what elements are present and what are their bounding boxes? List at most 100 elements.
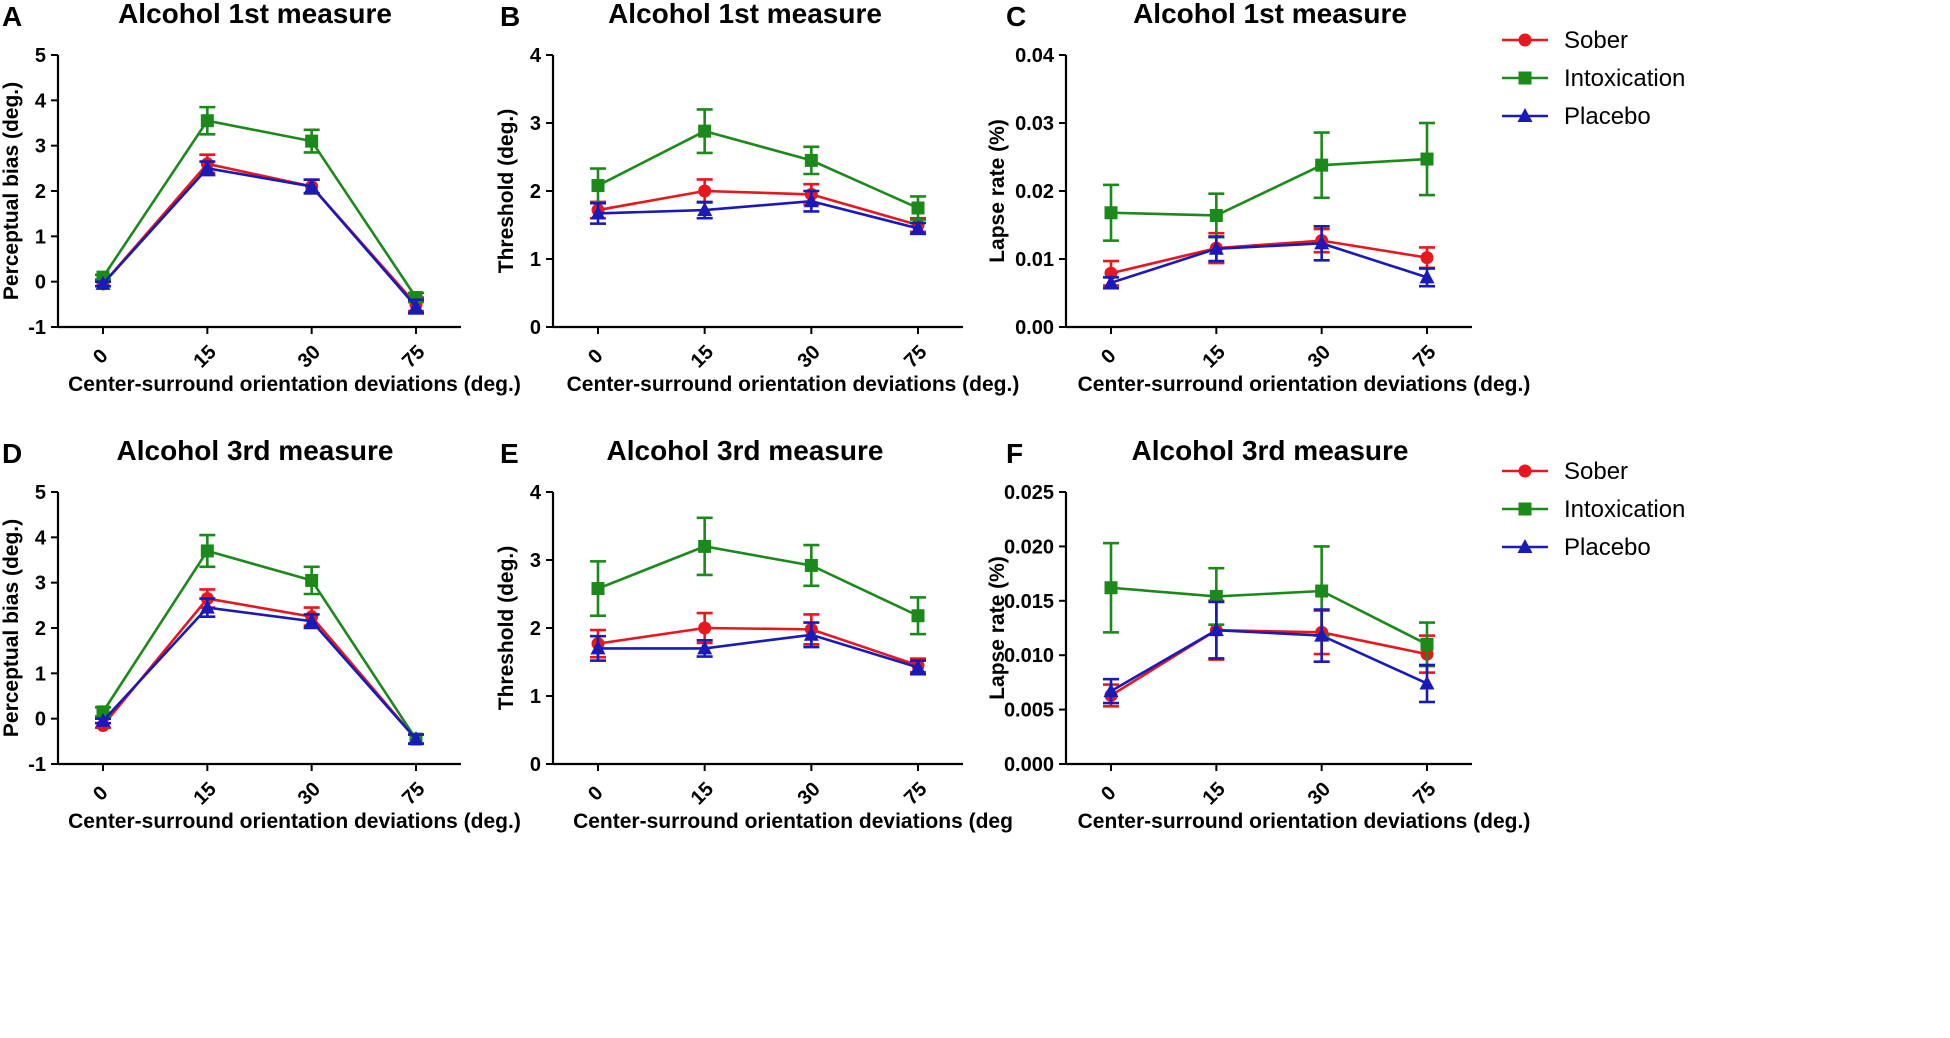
panel-d-series-intoxication-point bbox=[200, 544, 214, 558]
legend-label: Placebo bbox=[1564, 103, 1651, 130]
panel-c-ytick-label: 0.00 bbox=[1015, 317, 1054, 339]
panel-e-series-intoxication-point bbox=[804, 558, 818, 572]
panel-a-xtick-label: 75 bbox=[398, 341, 429, 372]
panel-c-series-intoxication-point bbox=[1104, 206, 1118, 220]
panel-d-series-intoxication-line bbox=[101, 549, 418, 740]
panel-c-series-intoxication bbox=[1103, 121, 1435, 242]
panel-a-title: Alcohol 1st measure bbox=[118, 0, 392, 29]
panel-b-series-placebo-point bbox=[697, 202, 713, 217]
panel-b-series-intoxication-point bbox=[698, 124, 712, 138]
panel-d-ytick-label: 3 bbox=[35, 573, 46, 595]
panel-d-xtick-label: 30 bbox=[294, 778, 325, 809]
panel-a-ylabel: Perceptual bias (deg.) bbox=[0, 82, 23, 300]
panel-c-series-placebo-point bbox=[1419, 269, 1435, 284]
panel-b-series-placebo-point bbox=[590, 205, 606, 220]
panel-b-series-intoxication-line bbox=[597, 129, 919, 210]
panel-c-series-placebo-point bbox=[1208, 240, 1224, 255]
panel-e-series-intoxication-line bbox=[597, 545, 919, 617]
legend-item-sober: Sober bbox=[1502, 458, 1628, 485]
panel-f-letter: F bbox=[1006, 438, 1023, 469]
panel-c-ytick-label: 0.03 bbox=[1015, 113, 1054, 135]
panel-d-series-placebo-point bbox=[199, 599, 215, 614]
legend-label: Sober bbox=[1564, 27, 1628, 54]
panel-e-series-placebo-point bbox=[697, 640, 713, 655]
panel-a-ytick-label: 5 bbox=[35, 45, 46, 67]
panel-b-xlabel: Center-surround orientation deviations (… bbox=[567, 373, 1020, 396]
panel-c-series-intoxication-line bbox=[1110, 157, 1428, 217]
panel-d-series-sober-line bbox=[101, 597, 417, 740]
panel-c-series-intoxication-point bbox=[1420, 152, 1434, 166]
panel-e-title: Alcohol 3rd measure bbox=[607, 435, 884, 466]
panel-f-ytick-label: 0.025 bbox=[1004, 482, 1054, 504]
panel-e-xtick-label: 15 bbox=[687, 778, 718, 809]
panel-e-series-placebo-line bbox=[598, 633, 919, 669]
panel-e-ytick-label: 2 bbox=[530, 618, 541, 640]
panel-a-series-placebo-line bbox=[102, 166, 417, 308]
panel-b-series-intoxication-point bbox=[911, 201, 925, 215]
panel-d-ylabel: Perceptual bias (deg.) bbox=[0, 519, 23, 737]
panel-c-series-sober bbox=[1103, 227, 1435, 287]
panel-d: D Alcohol 3rd measure -1 0 1 2 3 4 5 0 15 30 75Cente… bbox=[0, 435, 521, 833]
panel-f-ytick-label: 0.000 bbox=[1004, 754, 1054, 776]
panel-b-ytick-label: 1 bbox=[530, 249, 541, 271]
panel-a-series-placebo-point bbox=[199, 160, 215, 175]
panel-c-xlabel: Center-surround orientation deviations (… bbox=[1078, 373, 1531, 396]
panel-c-letter: C bbox=[1006, 1, 1026, 32]
panel-e-series-placebo-point bbox=[910, 659, 926, 674]
panel-e-series-sober-point bbox=[698, 621, 712, 635]
legend-swatch-marker bbox=[1518, 464, 1532, 478]
panel-f-series-sober-line bbox=[1110, 628, 1428, 697]
panel-e-xtick-label: 0 bbox=[584, 782, 607, 805]
panel-b-title: Alcohol 1st measure bbox=[608, 0, 882, 29]
panel-d-series-placebo-point bbox=[95, 712, 111, 727]
panel-a-ytick-label: 1 bbox=[35, 226, 46, 248]
panel-c-xtick-label: 0 bbox=[1097, 345, 1120, 368]
panel-d-ytick-label: 1 bbox=[35, 663, 46, 685]
panel-e-series-placebo-point bbox=[590, 640, 606, 655]
panel-f-series-intoxication-point bbox=[1420, 637, 1434, 651]
panel-f-xlabel: Center-surround orientation deviations (… bbox=[1078, 810, 1531, 833]
panel-d-series-placebo-line bbox=[102, 606, 417, 740]
panel-f-series-placebo-line bbox=[1110, 628, 1428, 693]
panel-c-series-placebo bbox=[1103, 225, 1435, 290]
panel-f-series-intoxication-point bbox=[1315, 584, 1329, 598]
panel-d-ytick-label: 2 bbox=[35, 618, 46, 640]
panel-d-series-intoxication bbox=[95, 533, 424, 746]
panel-d-series-placebo-point bbox=[304, 613, 320, 628]
panel-c-ytick-label: 0.04 bbox=[1015, 45, 1055, 67]
panel-d-series-placebo bbox=[95, 597, 424, 746]
panel-f-series-placebo-point bbox=[1103, 683, 1119, 698]
legend-label: Intoxication bbox=[1564, 496, 1685, 523]
legend-label: Placebo bbox=[1564, 534, 1651, 561]
panel-a-ytick-label: 0 bbox=[35, 272, 46, 294]
panel-e-ytick-label: 4 bbox=[530, 482, 542, 504]
legend-label: Intoxication bbox=[1564, 65, 1685, 92]
panel-b-series-intoxication bbox=[590, 108, 926, 221]
panel-c: C Alcohol 1st measure 0.00 0.01 0.02 0.03 0.04… bbox=[986, 0, 1685, 396]
panel-a-xlabel: Center-surround orientation deviations (… bbox=[68, 373, 521, 396]
panel-b-ytick-label: 4 bbox=[530, 45, 542, 67]
panel-e-ytick-label: 1 bbox=[530, 686, 541, 708]
panel-a: A Alcohol 1st measure -1 0 1 2 3 4 5 0 15 30 75Cente… bbox=[0, 0, 521, 396]
legend-item-intoxication: Intoxication bbox=[1502, 65, 1685, 92]
panel-f-xtick-label: 15 bbox=[1198, 778, 1229, 809]
panel-f-ytick-label: 0.015 bbox=[1004, 591, 1054, 613]
panel-f-series-placebo-point bbox=[1314, 627, 1330, 642]
panel-b-series-intoxication-point bbox=[804, 153, 818, 167]
panel-a-series-intoxication bbox=[95, 105, 424, 305]
panel-e: E Alcohol 3rd measure 0 1 2 3 4 0 15 30 75Center-s… bbox=[495, 435, 1013, 833]
panel-e-series-intoxication bbox=[590, 516, 926, 636]
legend-swatch-marker bbox=[1518, 33, 1532, 47]
legend-swatch-marker bbox=[1518, 502, 1532, 516]
panel-b-xtick-label: 15 bbox=[687, 341, 718, 372]
panel-f-series-intoxication-point bbox=[1209, 589, 1223, 603]
panel-f-ytick-label: 0.010 bbox=[1004, 645, 1054, 667]
panel-b-letter: B bbox=[500, 1, 520, 32]
panel-a-series-intoxication-point bbox=[200, 114, 214, 128]
panel-d-series-sober bbox=[95, 588, 424, 746]
panel-f-xtick-label: 0 bbox=[1097, 782, 1120, 805]
panel-f-series-placebo-point bbox=[1208, 622, 1224, 637]
panel-e-series-sober-line bbox=[597, 626, 919, 667]
panel-b-series-placebo-point bbox=[803, 193, 819, 208]
panel-c-legend: Sober Intoxication Placebo bbox=[1502, 27, 1685, 130]
